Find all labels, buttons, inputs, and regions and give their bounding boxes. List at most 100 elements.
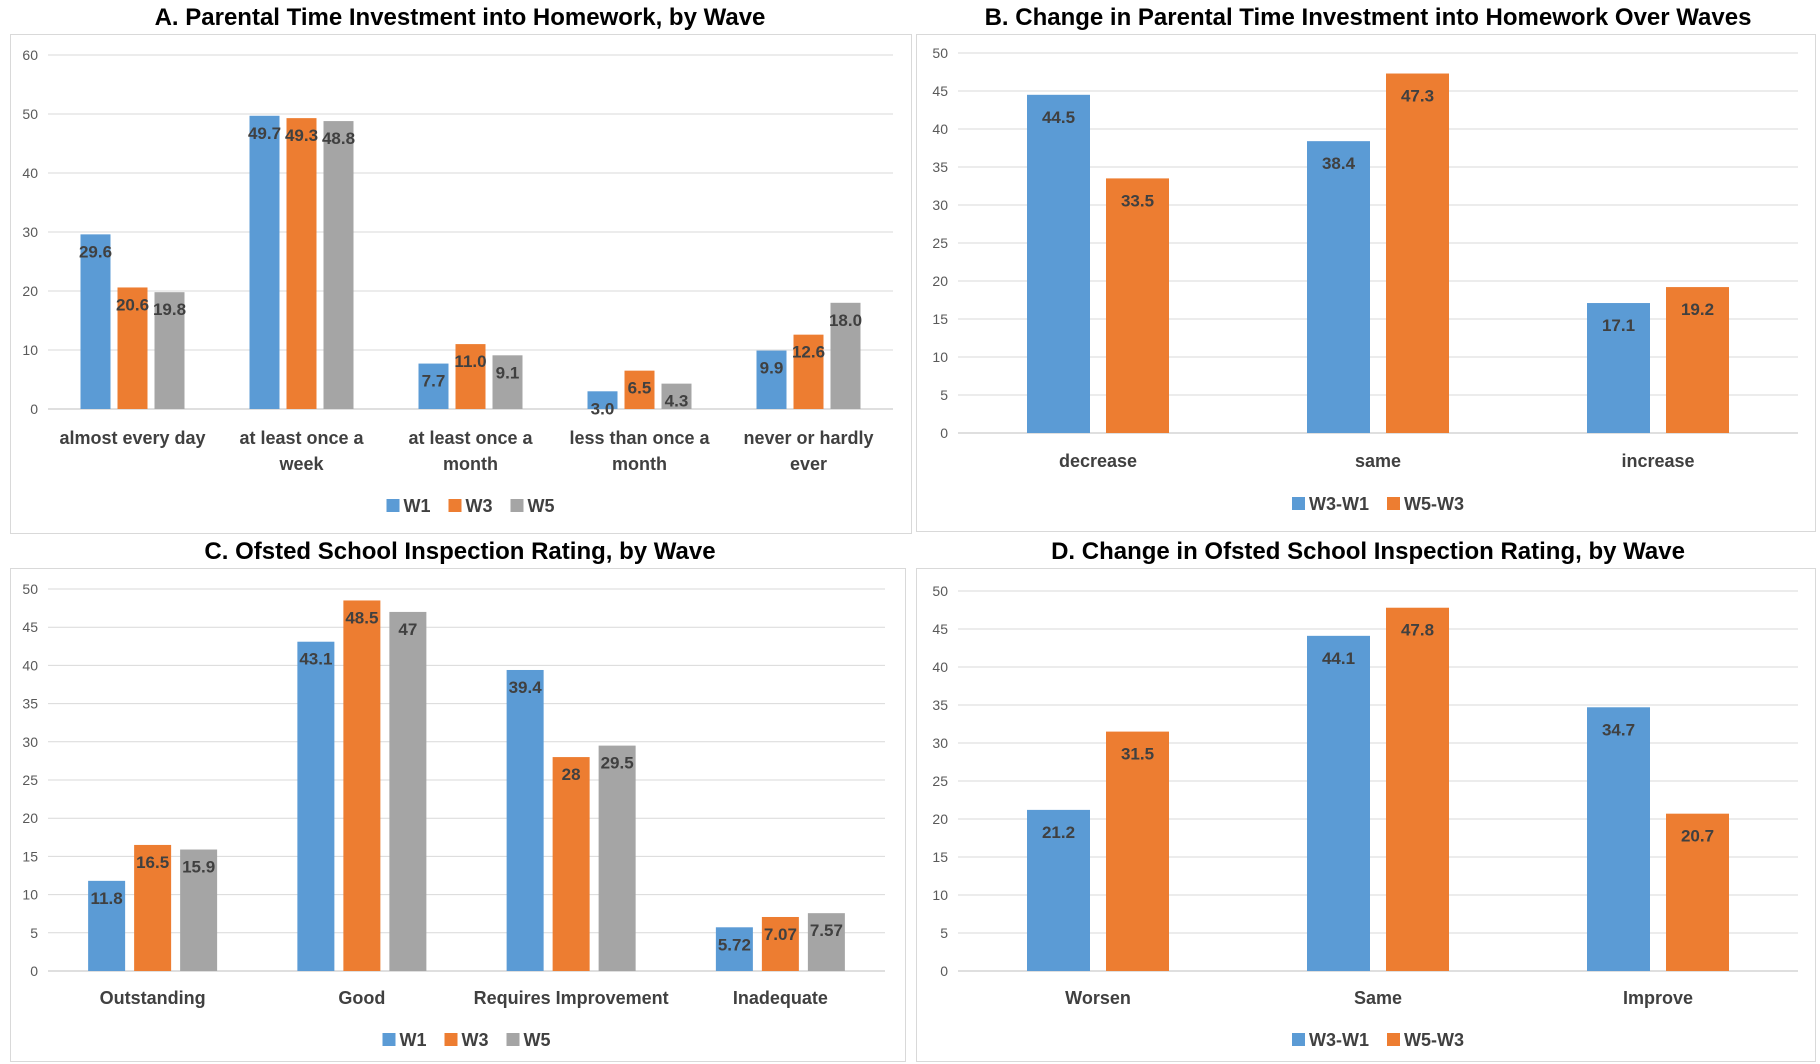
a-bar-w3	[286, 118, 317, 409]
a-y-tick-label: 50	[22, 106, 38, 122]
a-bar-w3	[793, 334, 824, 409]
a-bar-w5	[154, 292, 185, 409]
c-data-label: 7.57	[810, 921, 843, 940]
b-y-tick-label: 5	[940, 387, 948, 403]
a-bar-w1	[756, 350, 787, 409]
c-legend-swatch-w5	[506, 1033, 520, 1046]
d-data-label: 31.5	[1121, 745, 1154, 764]
c-y-tick-label: 40	[22, 657, 38, 673]
b-y-tick-label: 50	[932, 45, 948, 61]
c-y-tick-label: 30	[22, 734, 38, 750]
d-legend-label: W5-W3	[1404, 1030, 1464, 1050]
c-y-tick-label: 5	[30, 925, 38, 941]
a-data-label: 9.9	[760, 359, 784, 378]
c-bar-w3	[552, 757, 590, 971]
b-bar-w3-w1	[1587, 303, 1650, 433]
d-category-label: Same	[1354, 988, 1402, 1008]
b-data-label: 33.5	[1121, 191, 1154, 210]
c-data-label: 29.5	[601, 754, 634, 773]
c-category-label: Good	[338, 988, 385, 1008]
b-legend-label: W5-W3	[1404, 494, 1464, 514]
b-y-tick-label: 25	[932, 235, 948, 251]
a-category-label: almost every day	[59, 428, 205, 448]
d-bar-w3-w1	[1027, 809, 1090, 971]
d-data-label: 47.8	[1401, 621, 1434, 640]
a-legend-label: W1	[404, 496, 431, 516]
d-category-label: Improve	[1623, 988, 1693, 1008]
c-bar-w5	[807, 913, 845, 971]
d-bar-w5-w3	[1666, 813, 1729, 971]
c-data-label: 7.07	[764, 925, 797, 944]
b-y-tick-label: 45	[932, 83, 948, 99]
c-legend-swatch-w1	[382, 1033, 396, 1046]
b-y-tick-label: 0	[940, 425, 948, 441]
chart-b-frame	[916, 34, 1816, 532]
d-y-tick-label: 10	[932, 887, 948, 903]
d-y-tick-label: 50	[932, 583, 948, 599]
d-y-tick-label: 20	[932, 811, 948, 827]
a-data-label: 9.1	[496, 363, 520, 382]
a-category-label: month	[612, 454, 667, 474]
c-bar-w3	[761, 916, 799, 971]
d-bar-w3-w1	[1307, 635, 1370, 971]
a-data-label: 48.8	[322, 129, 355, 148]
b-category-label: increase	[1621, 451, 1694, 471]
c-bar-w3	[343, 600, 381, 971]
a-y-tick-label: 20	[22, 283, 38, 299]
a-data-label: 7.7	[422, 372, 446, 391]
c-bar-w1	[297, 641, 335, 971]
a-data-label: 20.6	[116, 295, 149, 314]
b-legend-swatch-w5-w3	[1387, 497, 1400, 510]
a-category-label: less than once a	[569, 428, 710, 448]
a-data-label: 18.0	[829, 311, 862, 330]
c-data-label: 39.4	[509, 678, 543, 697]
c-category-label: Inadequate	[733, 988, 828, 1008]
d-bar-w3-w1	[1587, 707, 1650, 971]
c-category-label: Requires Improvement	[474, 988, 669, 1008]
d-legend-swatch-w5-w3	[1387, 1033, 1400, 1046]
a-data-label: 3.0	[591, 399, 615, 418]
a-data-label: 49.7	[248, 124, 281, 143]
c-data-label: 48.5	[345, 608, 378, 627]
d-y-tick-label: 5	[940, 925, 948, 941]
a-y-tick-label: 10	[22, 342, 38, 358]
chart-c-title: C. Ofsted School Inspection Rating, by W…	[204, 538, 716, 565]
c-y-tick-label: 50	[22, 581, 38, 597]
a-bar-w1	[587, 391, 618, 409]
a-data-label: 19.8	[153, 300, 186, 319]
b-category-label: same	[1355, 451, 1401, 471]
d-y-tick-label: 15	[932, 849, 948, 865]
c-y-tick-label: 10	[22, 887, 38, 903]
b-data-label: 17.1	[1602, 316, 1635, 335]
chart-a-title: A. Parental Time Investment into Homewor…	[154, 4, 766, 31]
c-data-label: 16.5	[136, 853, 169, 872]
b-data-label: 47.3	[1401, 87, 1434, 106]
c-legend-label: W5	[524, 1030, 551, 1050]
a-data-label: 29.6	[79, 242, 112, 261]
d-y-tick-label: 25	[932, 773, 948, 789]
b-y-tick-label: 30	[932, 197, 948, 213]
a-data-label: 6.5	[628, 379, 652, 398]
a-legend-label: W3	[466, 496, 493, 516]
chart-a-frame	[10, 34, 912, 534]
c-y-tick-label: 15	[22, 848, 38, 864]
d-data-label: 20.7	[1681, 827, 1714, 846]
c-data-label: 28	[562, 765, 581, 784]
a-legend-label: W5	[528, 496, 555, 516]
a-bar-w3	[455, 344, 486, 409]
c-y-tick-label: 20	[22, 810, 38, 826]
b-y-tick-label: 20	[932, 273, 948, 289]
a-category-label: at least once a	[408, 428, 533, 448]
c-legend-swatch-w3	[444, 1033, 458, 1046]
a-category-label: at least once a	[239, 428, 364, 448]
b-bar-w5-w3	[1386, 73, 1449, 434]
b-legend-label: W3-W1	[1309, 494, 1369, 514]
d-data-label: 34.7	[1602, 720, 1635, 739]
c-data-label: 47	[398, 620, 417, 639]
c-y-tick-label: 45	[22, 619, 38, 635]
c-bar-w3	[134, 844, 172, 971]
c-bar-w5	[598, 745, 636, 971]
d-category-label: Worsen	[1065, 988, 1131, 1008]
a-bar-w5	[492, 355, 523, 409]
